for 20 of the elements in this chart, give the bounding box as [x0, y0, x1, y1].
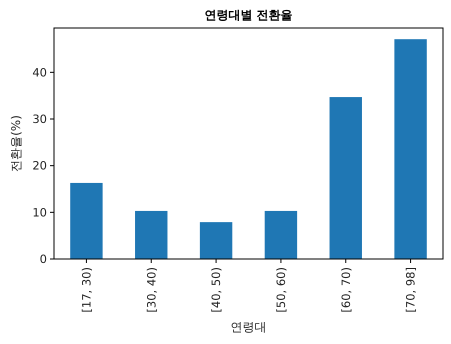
- bar: [264, 210, 298, 259]
- x-tick-label: [40, 50): [209, 267, 224, 313]
- x-tick-label: [50, 60): [274, 267, 288, 313]
- x-tick-label: [30, 40): [144, 267, 158, 313]
- y-axis-title: 전환율(%): [9, 115, 23, 172]
- chart-title: 연령대별 전환율: [204, 8, 293, 22]
- bar: [200, 222, 232, 259]
- bar: [70, 182, 103, 259]
- bar: [135, 210, 168, 259]
- bar: [330, 97, 362, 259]
- y-tick-label: 10: [32, 205, 47, 220]
- x-tick-label: [60, 70): [338, 267, 353, 313]
- y-tick-label: 20: [32, 158, 47, 173]
- x-tick-label: [70, 98]: [404, 267, 418, 313]
- x-axis-title: 연령대: [230, 320, 266, 334]
- x-tick-label: [17, 30): [79, 267, 94, 313]
- y-tick-label: 30: [32, 112, 47, 126]
- y-tick-label: 0: [40, 252, 47, 266]
- y-tick-label: 40: [32, 65, 47, 80]
- bar: [394, 39, 427, 259]
